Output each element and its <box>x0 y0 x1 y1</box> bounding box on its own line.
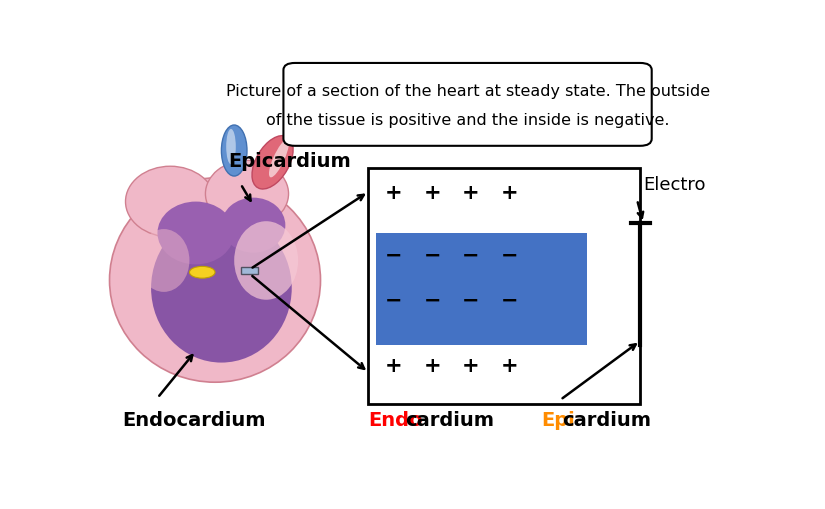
Text: Epicardium: Epicardium <box>228 152 351 171</box>
Ellipse shape <box>190 267 215 278</box>
Text: Electro: Electro <box>644 176 706 193</box>
Ellipse shape <box>269 140 289 178</box>
Text: +: + <box>423 182 441 203</box>
FancyBboxPatch shape <box>284 64 652 147</box>
Text: +: + <box>385 182 403 203</box>
Ellipse shape <box>158 202 234 265</box>
Ellipse shape <box>221 198 285 253</box>
Text: −: − <box>462 245 479 265</box>
Ellipse shape <box>125 167 215 237</box>
Ellipse shape <box>110 179 320 382</box>
Text: of the tissue is positive and the inside is negative.: of the tissue is positive and the inside… <box>266 113 669 128</box>
Text: +: + <box>385 355 403 375</box>
Text: −: − <box>501 245 518 265</box>
Text: cardium: cardium <box>562 410 651 429</box>
Ellipse shape <box>234 222 298 300</box>
Ellipse shape <box>252 136 293 190</box>
Bar <box>241 268 258 275</box>
Text: +: + <box>423 355 441 375</box>
Ellipse shape <box>151 214 292 363</box>
Text: −: − <box>385 245 403 265</box>
Text: +: + <box>462 182 479 203</box>
Text: −: − <box>424 245 441 265</box>
Text: −: − <box>385 290 403 310</box>
Ellipse shape <box>226 130 236 165</box>
Text: Picture of a section of the heart at steady state. The outside: Picture of a section of the heart at ste… <box>225 84 710 99</box>
Ellipse shape <box>221 126 247 177</box>
Bar <box>376 234 587 345</box>
Ellipse shape <box>139 230 190 292</box>
Text: −: − <box>501 290 518 310</box>
Text: +: + <box>500 355 518 375</box>
Text: Endo: Endo <box>369 410 423 429</box>
Text: +: + <box>500 182 518 203</box>
Text: Epi: Epi <box>541 410 575 429</box>
Text: −: − <box>424 290 441 310</box>
Text: +: + <box>462 355 479 375</box>
Bar <box>369 169 640 404</box>
Text: cardium: cardium <box>406 410 494 429</box>
Ellipse shape <box>205 161 289 228</box>
Text: −: − <box>462 290 479 310</box>
Text: Endocardium: Endocardium <box>122 410 266 429</box>
